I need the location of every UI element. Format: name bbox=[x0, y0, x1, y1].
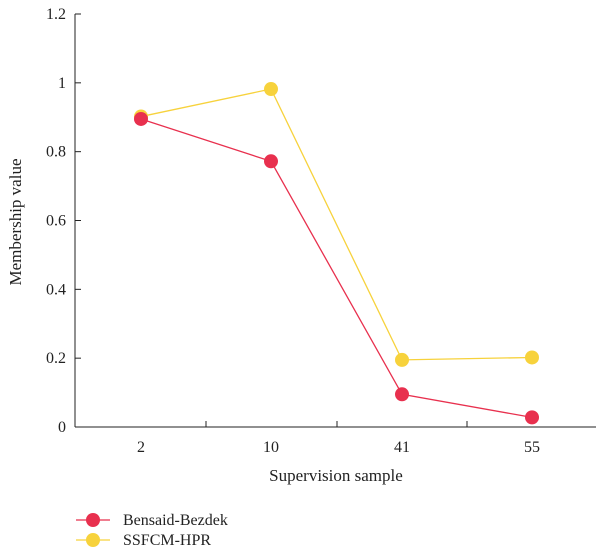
y-ticks: 0 0.2 0.4 0.6 0.8 1 1.2 bbox=[46, 6, 81, 436]
series-ssfcm-hpr bbox=[140, 88, 533, 361]
legend-item: Bensaid-Bezdek bbox=[76, 512, 228, 529]
x-tick-label: 41 bbox=[394, 439, 410, 456]
y-tick-label: 0.8 bbox=[46, 144, 66, 161]
y-tick-label: 1 bbox=[58, 75, 66, 92]
x-tick-label: 55 bbox=[524, 439, 540, 456]
data-point bbox=[395, 387, 409, 402]
y-tick-label: 0.4 bbox=[46, 281, 66, 298]
series-line bbox=[140, 118, 533, 419]
legend-label: Bensaid-Bezdek bbox=[123, 512, 228, 529]
x-axis-label: Supervision sample bbox=[269, 466, 403, 485]
x-tick-label: 10 bbox=[263, 439, 279, 456]
y-tick-label: 0 bbox=[58, 419, 66, 436]
y-tick-label: 0.6 bbox=[46, 213, 66, 230]
data-point bbox=[395, 352, 409, 367]
data-point bbox=[264, 154, 278, 169]
y-tick-label: 1.2 bbox=[46, 6, 66, 23]
x-ticks: 2 10 41 55 bbox=[137, 421, 540, 456]
series-line bbox=[140, 88, 533, 361]
data-point bbox=[134, 111, 148, 126]
y-axis-label: Membership value bbox=[6, 159, 25, 286]
axes bbox=[74, 14, 596, 428]
series-bensaid-bezdek bbox=[140, 118, 533, 419]
data-point bbox=[525, 350, 539, 365]
data-point bbox=[264, 82, 278, 97]
data-point bbox=[525, 410, 539, 425]
legend-label: SSFCM-HPR bbox=[123, 532, 211, 549]
legend-item: SSFCM-HPR bbox=[76, 532, 211, 549]
x-tick-label: 2 bbox=[137, 439, 145, 456]
legend-marker bbox=[86, 513, 100, 527]
legend: Bensaid-Bezdek SSFCM-HPR bbox=[76, 512, 228, 549]
y-tick-label: 0.2 bbox=[46, 350, 66, 367]
series-layer bbox=[134, 82, 539, 425]
legend-marker bbox=[86, 533, 100, 547]
